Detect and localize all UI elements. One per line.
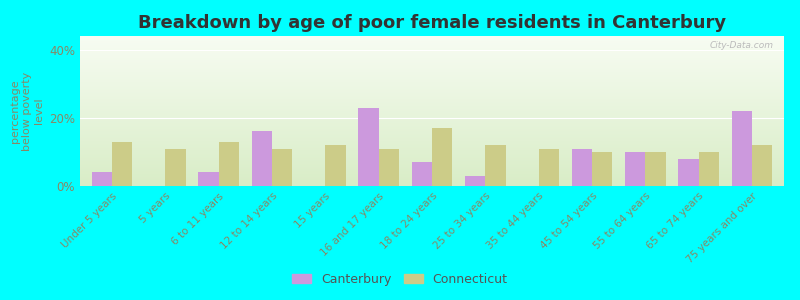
Bar bbox=[625, 152, 646, 186]
Title: Breakdown by age of poor female residents in Canterbury: Breakdown by age of poor female resident… bbox=[138, 14, 726, 32]
Bar bbox=[646, 152, 666, 186]
Bar bbox=[678, 159, 698, 186]
Bar bbox=[732, 111, 752, 186]
Bar bbox=[592, 152, 612, 186]
Legend: Canterbury, Connecticut: Canterbury, Connecticut bbox=[287, 268, 513, 291]
Bar bbox=[752, 145, 772, 186]
Bar bbox=[92, 172, 112, 186]
Bar bbox=[432, 128, 452, 186]
Bar bbox=[272, 148, 292, 186]
Bar bbox=[412, 162, 432, 186]
Bar bbox=[358, 108, 378, 186]
Bar bbox=[538, 148, 559, 186]
Bar bbox=[166, 148, 186, 186]
Bar bbox=[572, 148, 592, 186]
Bar bbox=[326, 145, 346, 186]
Bar bbox=[198, 172, 218, 186]
Text: City-Data.com: City-Data.com bbox=[710, 40, 774, 50]
Bar bbox=[465, 176, 486, 186]
Bar bbox=[378, 148, 399, 186]
Bar bbox=[112, 142, 132, 186]
Bar bbox=[218, 142, 239, 186]
Bar bbox=[698, 152, 719, 186]
Bar bbox=[486, 145, 506, 186]
Y-axis label: percentage
below poverty
level: percentage below poverty level bbox=[10, 71, 43, 151]
Bar bbox=[252, 131, 272, 186]
